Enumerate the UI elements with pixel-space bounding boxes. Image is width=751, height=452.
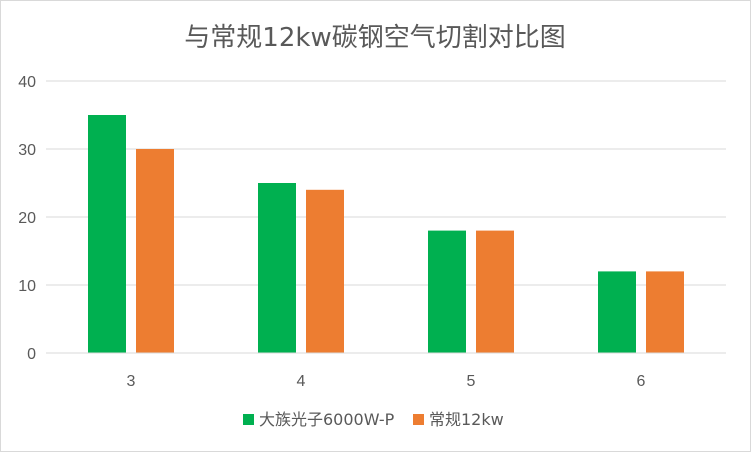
legend-swatch (243, 414, 254, 425)
y-tick-label: 40 (18, 74, 36, 91)
bar-series2-3 (136, 149, 174, 353)
bar-series1-5 (428, 230, 466, 353)
y-tick-label: 30 (18, 142, 36, 159)
y-tick-label: 0 (27, 346, 36, 363)
bar-series1-4 (258, 183, 296, 353)
x-tick-label: 5 (467, 373, 476, 390)
chart-title: 与常规12kw碳钢空气切割对比图 (184, 23, 565, 53)
legend-label: 常规12kw (429, 410, 504, 429)
y-tick-label: 10 (18, 278, 36, 295)
y-axis-tick-labels: 0 10 20 30 40 (18, 74, 36, 363)
x-tick-label: 3 (127, 373, 136, 390)
bar-series2-6 (646, 271, 684, 353)
legend-swatch (413, 414, 424, 425)
bar-series2-5 (476, 230, 514, 353)
legend-label: 大族光子6000W-P (259, 410, 395, 429)
bar-series2-4 (306, 189, 344, 353)
y-tick-label: 20 (18, 210, 36, 227)
x-tick-label: 6 (637, 373, 646, 390)
bar-series1-3 (88, 115, 126, 353)
bar-series1-6 (598, 271, 636, 353)
legend: 大族光子6000W-P 常规12kw (243, 410, 504, 429)
x-axis-tick-labels: 3 4 5 6 (127, 373, 646, 390)
x-tick-label: 4 (297, 373, 306, 390)
bars (88, 115, 684, 353)
